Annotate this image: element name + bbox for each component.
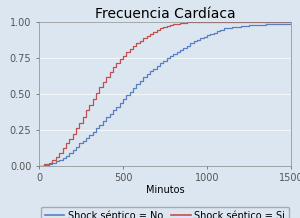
- X-axis label: Minutos: Minutos: [146, 185, 184, 195]
- Legend: Shock séptico = No, Shock séptico = Si: Shock séptico = No, Shock séptico = Si: [41, 206, 289, 218]
- Title: Frecuencia Cardíaca: Frecuencia Cardíaca: [95, 7, 235, 21]
